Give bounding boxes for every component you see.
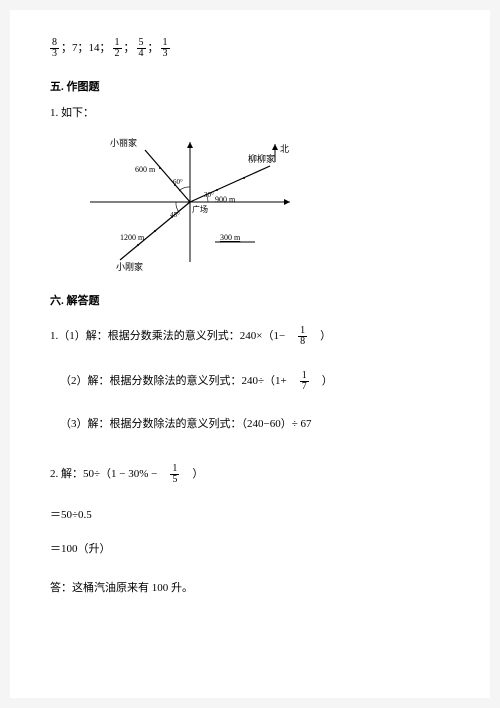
direction-diagram: 北 小丽家 600 m 60° 柳柳家 900 m 30° 小刚家 1200 m… [80,132,450,279]
dist-1200: 1200 m [120,233,145,242]
diagram-svg: 北 小丽家 600 m 60° 柳柳家 900 m 30° 小刚家 1200 m… [80,132,320,272]
north-label: 北 [280,144,289,154]
q2-line1: 2. 解：50÷（1 − 30% − 1 5 ） [50,464,203,485]
dist-900: 900 m [215,195,236,204]
top-fraction-row: 8 3 ；7；14； 1 2 ； 5 4 ； 1 3 [50,38,170,59]
label-liuliu: 柳柳家 [248,153,275,164]
fraction-1-5: 1 5 [170,464,179,485]
center-label: 广场 [192,204,208,214]
section-5-item-1: 1. 如下： [50,105,450,123]
section-5-title: 五. 作图题 [50,79,450,97]
angle-60: 60° [173,178,183,186]
fraction-1-2: 1 2 [113,38,122,59]
fraction-1-7: 1 7 [300,371,309,392]
q2-answer: 答：这桶汽油原来有 100 升。 [50,580,450,598]
q2-line2: ＝50÷0.5 [50,507,450,525]
angle-30: 30° [204,191,214,199]
q1-part2: （2）解：根据分数除法的意义列式：240÷（1+ 1 7 ） [60,371,333,392]
fraction-8-3: 8 3 [50,38,59,59]
document-page: 8 3 ；7；14； 1 2 ； 5 4 ； 1 3 五. 作图题 1. 如下： [10,10,490,698]
fraction-5-4: 5 4 [137,38,146,59]
fraction-1-8: 1 8 [298,326,307,347]
sep-text: ； [148,40,159,58]
q2-line3: ＝100（升） [50,541,450,559]
label-xiaogang: 小刚家 [116,261,143,272]
angle-45: 45° [170,211,180,219]
fraction-1-3: 1 3 [161,38,170,59]
label-xiaoli: 小丽家 [110,137,137,148]
dist-600: 600 m [135,165,156,174]
q1-part1: 1.（1）解：根据分数乘法的意义列式：240×（1− 1 8 ） [50,326,331,347]
sep-text: ； [124,40,135,58]
q1-part3: （3）解：根据分数除法的意义列式：（240−60）÷ 67 [60,416,450,434]
sep-text: ；7；14； [61,40,111,58]
section-6-title: 六. 解答题 [50,293,450,311]
scale-300: 300 m [220,233,241,242]
